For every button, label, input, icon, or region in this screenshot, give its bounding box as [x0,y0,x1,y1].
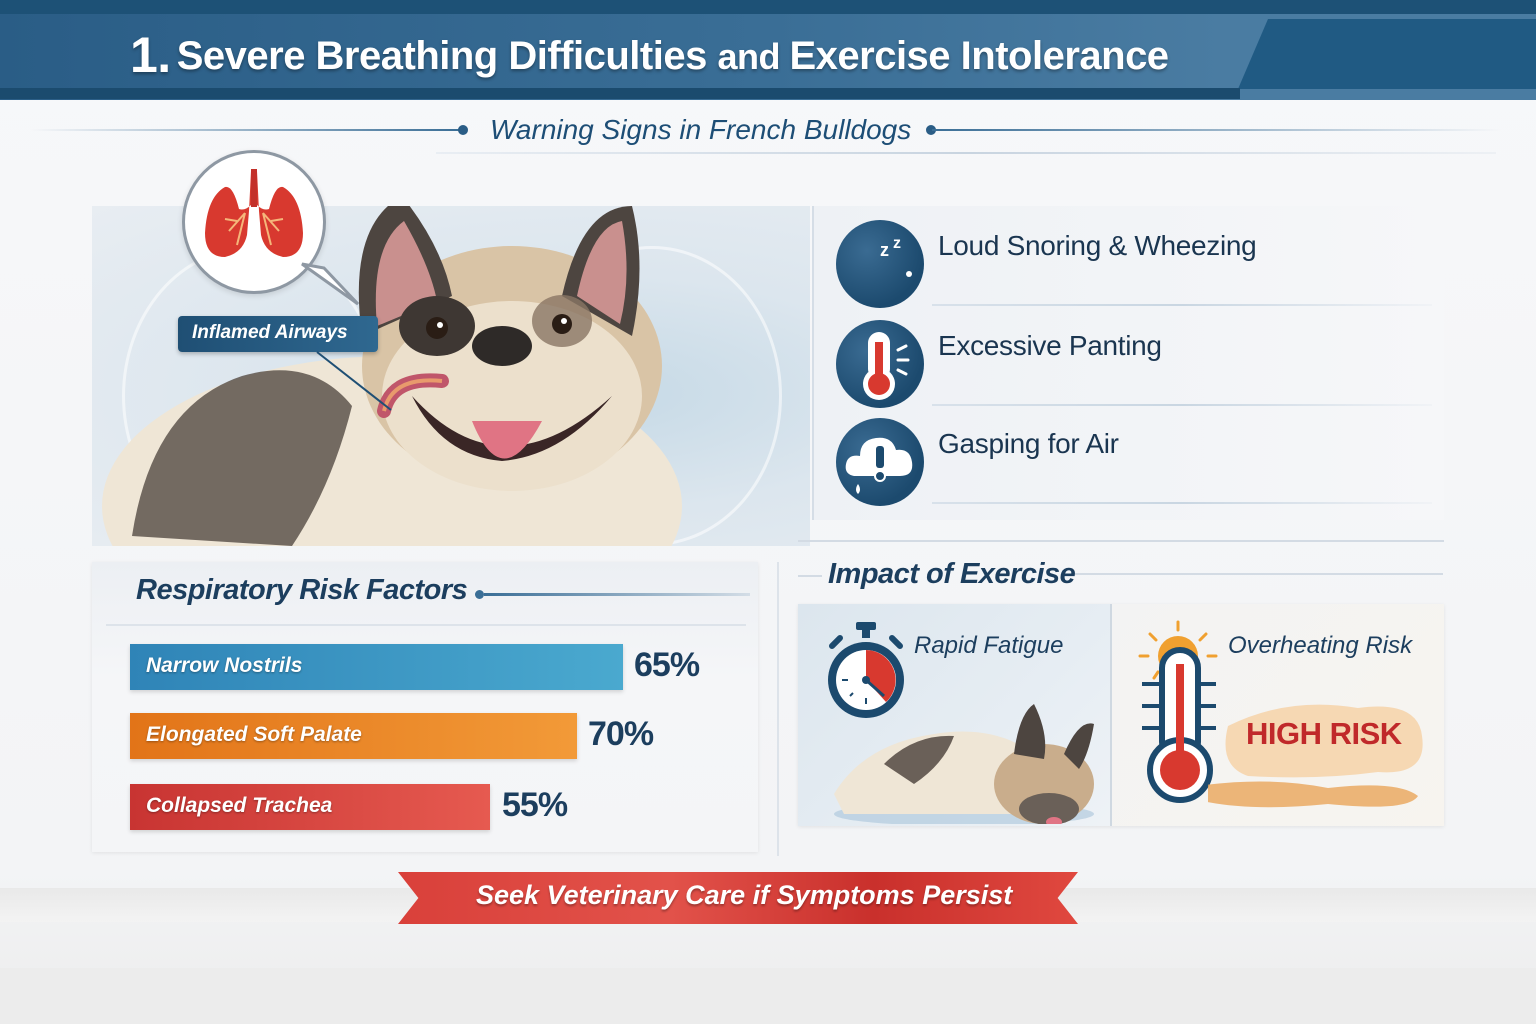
title-number: 1. [130,27,171,83]
divider [932,404,1432,406]
lungs-callout-bubble [182,150,326,294]
bar-value: 70% [588,715,654,753]
tired-dog-illustration [834,704,1094,824]
title-part-3: Exercise Intolerance [789,34,1169,78]
header-shadow [0,88,1240,99]
warning-sign-item: z z Loud Snoring & Wheezing [836,220,1436,310]
divider [932,304,1432,306]
warning-sign-label: Loud Snoring & Wheezing [938,230,1257,261]
hero-illustration [92,206,810,546]
title-line [484,593,750,596]
bubble-tail [301,262,360,306]
warning-sign-label: Excessive Panting [938,330,1162,361]
title-dot [475,590,484,599]
footer-base [0,968,1536,1024]
subtitle-line-right [932,129,1502,131]
header-right-panel [1238,19,1536,89]
divider [932,502,1432,504]
overheating-risk-card: Overheating Risk [1112,604,1444,826]
section-divider [798,540,1444,542]
risk-factors-title: Respiratory Risk Factors [136,574,468,606]
moon-zzz-icon: z z [836,220,924,308]
title-line-right [1075,573,1443,575]
warning-sign-item: Excessive Panting [836,320,1436,410]
callout-pointer-line [316,351,392,411]
heat-puddle-shape [1208,704,1423,808]
subtitle-dot-left [458,125,468,135]
risk-bar-elongated-soft-palate [130,713,577,759]
sun-thermometer-icon [1138,620,1218,803]
vet-care-banner [398,872,1078,924]
cloud-alert-icon [836,418,924,506]
title-part-2: and [717,36,790,77]
title-part-1: Severe Breathing Difficulties [176,34,718,78]
section-divider-vertical [777,562,779,856]
warning-sign-item: Gasping for Air [836,418,1436,508]
risk-bar-collapsed-trachea [130,784,490,830]
impact-panel: Rapid Fatigue Overheating Risk [798,604,1444,826]
impact-title: Impact of Exercise [828,558,1076,590]
warning-signs-panel: z z Loud Snoring & Wheezing Excessive Pa… [812,206,1444,520]
high-risk-badge: HIGH RISK [1246,716,1402,751]
bar-label: Collapsed Trachea [146,794,333,817]
risk-bar-narrow-nostrils [130,644,623,690]
warning-sign-label: Gasping for Air [938,428,1119,459]
bar-label: Elongated Soft Palate [146,723,362,746]
french-bulldog-illustration [102,206,682,546]
bar-value: 65% [634,646,700,684]
inflamed-airways-callout: Inflamed Airways [178,316,378,352]
bar-value: 55% [502,786,568,824]
vet-care-banner-text: Seek Veterinary Care if Symptoms Persist [476,880,1013,910]
subtitle-line-left [30,129,460,131]
title-underline [106,624,746,626]
risk-factors-panel: Respiratory Risk Factors Narrow Nostrils… [92,562,758,852]
thermometer-icon [836,320,924,408]
page-title: 1. Severe Breathing Difficulties and Exer… [130,26,1169,84]
subtitle: Warning Signs in French Bulldogs [490,114,912,145]
title-line-left [798,575,822,577]
rapid-fatigue-label: Rapid Fatigue [914,632,1064,659]
svg-text:z: z [880,240,889,260]
lungs-icon [205,169,303,257]
subtitle-underline [436,152,1496,154]
subtitle-dot-right [926,125,936,135]
header-top-strip [0,0,1536,15]
svg-text:z: z [893,235,901,252]
impact-separator [1110,604,1112,826]
rapid-fatigue-card: Rapid Fatigue [798,604,1110,826]
bar-label: Narrow Nostrils [146,654,303,677]
stopwatch-icon [828,622,904,718]
overheating-risk-label: Overheating Risk [1228,632,1413,659]
subtitle-row: Warning Signs in French Bulldogs [0,112,1536,148]
